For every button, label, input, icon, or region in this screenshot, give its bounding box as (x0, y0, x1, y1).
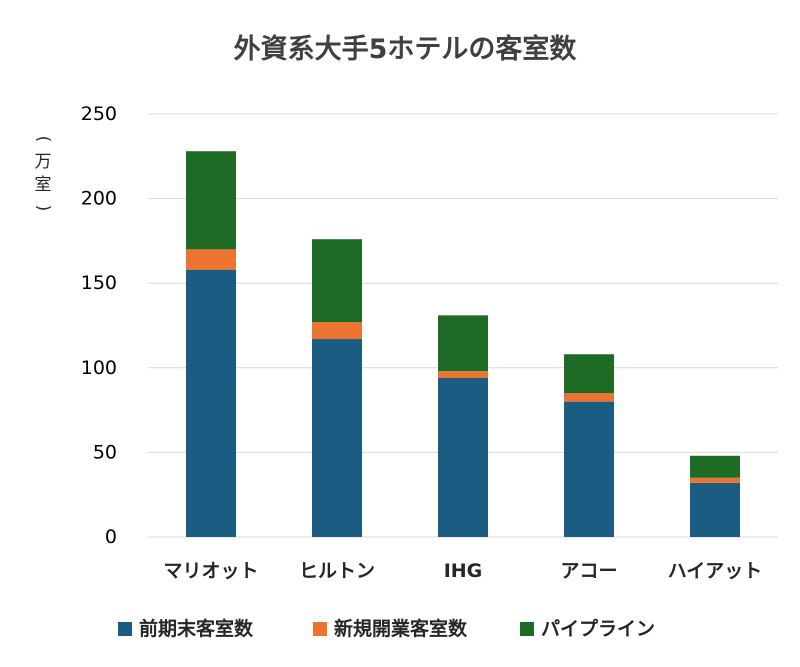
bar-segment-3 (186, 151, 236, 250)
x-axis-labels: マリオット ヒルトン IHG アコー ハイアット (163, 560, 762, 582)
bar-segment-2 (438, 371, 488, 378)
y-tick-label: 250 (81, 103, 117, 125)
legend-label: パイプライン (541, 617, 655, 640)
x-category-label: ハイアット (668, 560, 763, 582)
bar-segment-3 (690, 455, 740, 478)
y-tick-label: 100 (81, 357, 117, 379)
bar-segment-3 (438, 315, 488, 372)
legend-swatch (313, 622, 327, 636)
y-axis-unit-char: ) (33, 205, 53, 212)
bar-segment-2 (690, 477, 740, 483)
bar-segment-2 (312, 322, 362, 340)
legend-label: 前期末客室数 (139, 617, 254, 640)
y-axis-unit-label: ( 万室) (33, 136, 53, 212)
x-category-label: IHG (444, 560, 483, 582)
y-axis-unit-char: 室 (35, 175, 52, 195)
y-axis-unit-char: ( (33, 136, 53, 143)
bar-segment-1 (690, 482, 740, 537)
y-tick-label: 200 (81, 188, 117, 210)
bar-segment-2 (564, 393, 614, 402)
bar-segment-1 (438, 377, 488, 537)
y-tick-label: 150 (81, 272, 117, 294)
bar-segment-1 (564, 401, 614, 537)
legend-label: 新規開業客室数 (334, 617, 468, 640)
bar-segment-1 (186, 269, 236, 537)
legend-swatch (118, 622, 132, 636)
y-tick-label: 0 (105, 526, 117, 548)
bar-segment-3 (312, 239, 362, 323)
legend-swatch (520, 622, 534, 636)
y-tick-label: 50 (93, 441, 117, 463)
legend: 前期末客室数 新規開業客室数 パイプライン (118, 617, 655, 640)
y-axis-unit-char: 万 (35, 152, 52, 172)
bar-segment-3 (564, 354, 614, 394)
x-category-label: ヒルトン (299, 560, 375, 582)
x-category-label: マリオット (163, 560, 258, 582)
bar-segment-2 (186, 249, 236, 270)
x-category-label: アコー (560, 560, 617, 582)
bars (186, 151, 740, 537)
chart-title: 外資系大手5ホテルの客室数 (234, 33, 578, 65)
bar-segment-1 (312, 339, 362, 537)
y-axis-ticks: 0 50 100 150 200 250 (81, 103, 117, 548)
